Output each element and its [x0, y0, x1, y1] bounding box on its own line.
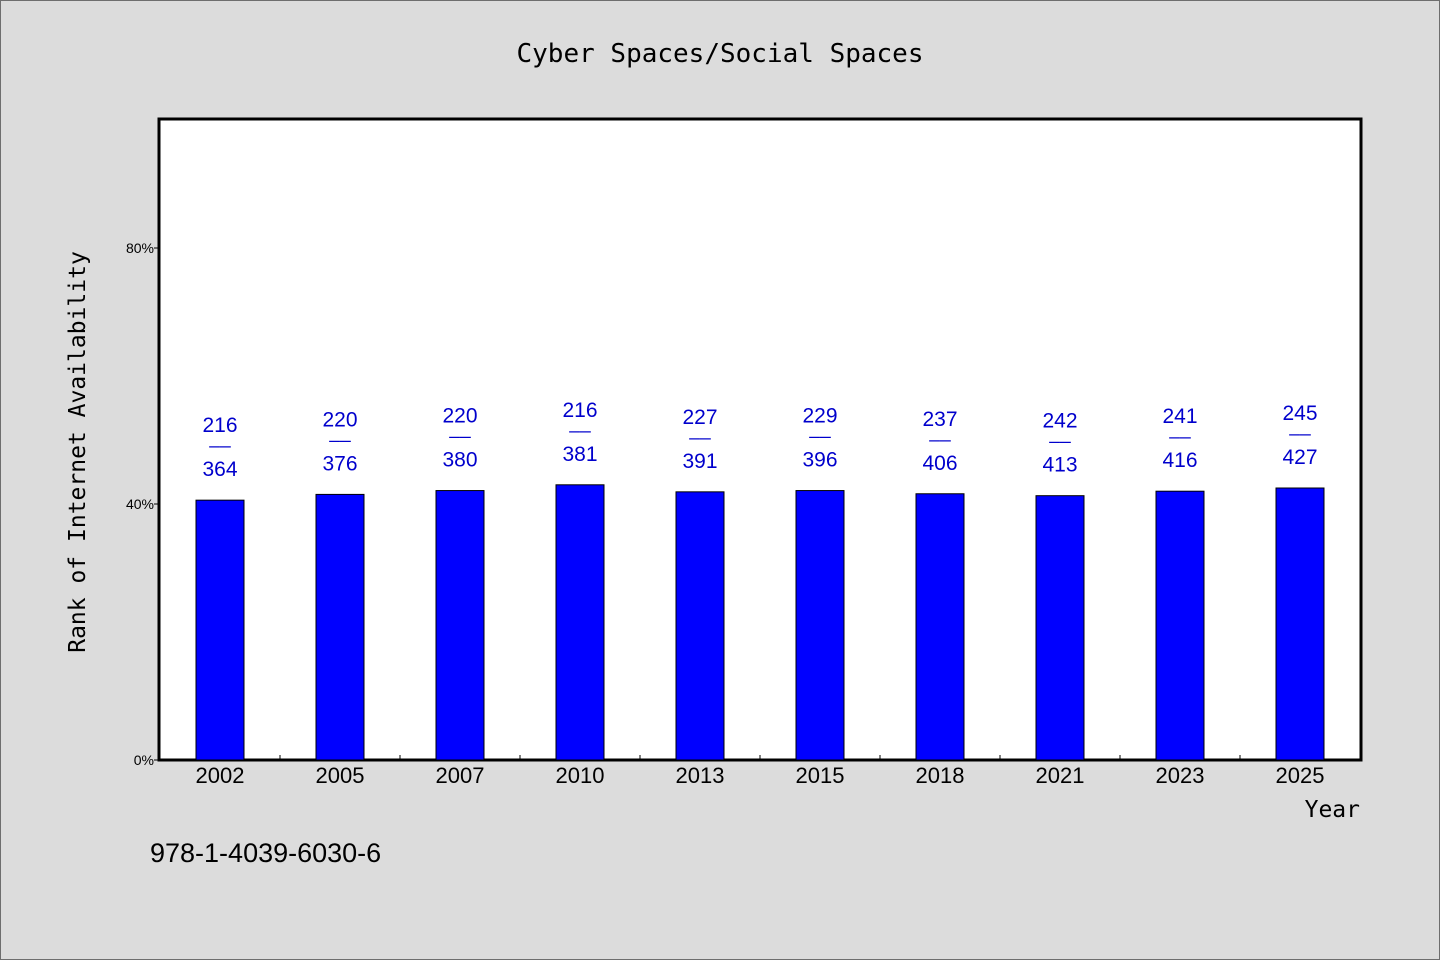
x-tick-label-2005: 2005	[316, 763, 365, 788]
y-tick-label: 0%	[134, 752, 154, 768]
bar-label-denominator-2023: 416	[1162, 449, 1197, 472]
bar-label-numerator-2013: 227	[682, 406, 717, 429]
bar-label-separator-2023: ——	[1169, 427, 1191, 448]
bar-label-numerator-2018: 237	[922, 408, 957, 431]
bar-label-denominator-2018: 406	[922, 452, 957, 475]
bar-label-denominator-2007: 380	[442, 449, 477, 472]
bar-label-separator-2005: ——	[329, 430, 351, 451]
bar-labels-group: 216——364220——376220——380216——381227——391…	[202, 399, 1317, 481]
bar-label-numerator-2005: 220	[322, 408, 357, 431]
bar-label-separator-2018: ——	[929, 430, 951, 451]
x-tick-label-2018: 2018	[916, 763, 965, 788]
bar-label-denominator-2005: 376	[322, 452, 357, 475]
bar-label-numerator-2025: 245	[1282, 402, 1317, 425]
bar-label-numerator-2023: 241	[1162, 405, 1197, 428]
bar-label-separator-2015: ——	[809, 427, 831, 448]
bar-label-numerator-2010: 216	[562, 399, 597, 422]
x-ticks-group: 2002 2005 2007 2010 2013 2015 2018 2021 2023 2025	[196, 755, 1325, 788]
bar-2002	[195, 499, 245, 761]
bar-label-separator-2002: ——	[209, 436, 231, 457]
x-tick-label-2007: 2007	[436, 763, 485, 788]
bars-group	[195, 484, 1325, 761]
bar-label-denominator-2025: 427	[1282, 446, 1317, 469]
bar-label-separator-2025: ——	[1289, 424, 1311, 445]
bar-label-denominator-2013: 391	[682, 450, 717, 473]
bar-2023	[1155, 490, 1205, 761]
isbn-footer: 978-1-4039-6030-6	[150, 838, 381, 868]
y-tick-label: 80%	[126, 240, 154, 256]
bar-2010	[555, 484, 605, 761]
bar-label-denominator-2021: 413	[1042, 454, 1077, 477]
bar-2025	[1275, 487, 1325, 761]
x-tick-label-2013: 2013	[676, 763, 725, 788]
bar-2005	[315, 493, 365, 761]
bar-label-separator-2021: ——	[1049, 432, 1071, 453]
bar-2021	[1035, 495, 1085, 761]
bar-label-numerator-2015: 229	[802, 405, 837, 428]
bar-label-numerator-2021: 242	[1042, 410, 1077, 433]
x-tick-label-2002: 2002	[196, 763, 245, 788]
y-tick-label: 40%	[126, 496, 154, 512]
x-tick-label-2010: 2010	[556, 763, 605, 788]
bar-2015	[795, 490, 845, 761]
x-tick-label-2015: 2015	[796, 763, 845, 788]
x-tick-label-2023: 2023	[1156, 763, 1205, 788]
bar-label-denominator-2010: 381	[562, 443, 597, 466]
bar-2018	[915, 493, 965, 761]
bar-label-separator-2010: ——	[569, 421, 591, 442]
x-axis-label: Year	[1305, 797, 1360, 823]
bar-label-separator-2007: ——	[449, 427, 471, 448]
y-ticks-group: 0% 40% 80%	[126, 240, 160, 768]
x-tick-label-2025: 2025	[1276, 763, 1325, 788]
bar-label-numerator-2002: 216	[202, 414, 237, 437]
bar-label-denominator-2015: 396	[802, 449, 837, 472]
chart-title: Cyber Spaces/Social Spaces	[517, 39, 924, 69]
y-axis-label: Rank of Internet Availability	[65, 251, 91, 653]
bar-2007	[435, 490, 485, 761]
x-tick-label-2021: 2021	[1036, 763, 1085, 788]
bar-label-separator-2013: ——	[689, 428, 711, 449]
bar-label-numerator-2007: 220	[442, 405, 477, 428]
bar-2013	[675, 491, 725, 761]
bar-label-denominator-2002: 364	[202, 458, 237, 481]
